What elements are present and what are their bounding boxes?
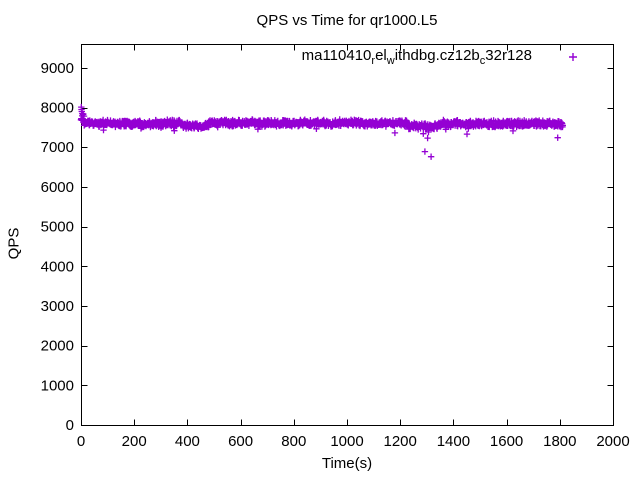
legend-subscript: c [479, 55, 486, 67]
x-tick-label: 1400 [437, 433, 470, 450]
x-tick-label: 2000 [596, 433, 629, 450]
legend-marker-plus-icon [569, 53, 577, 61]
legend-label: ma110410relwithdbg.cz12bc32r128 [301, 47, 532, 67]
x-tick-label: 0 [77, 433, 85, 450]
x-axis-label: Time(s) [321, 455, 373, 472]
x-tick-label: 600 [228, 433, 253, 450]
y-tick-label: 3000 [41, 298, 74, 315]
x-tick-label: 400 [175, 433, 200, 450]
plot-border [81, 44, 614, 426]
legend-subscript: w [386, 55, 395, 67]
x-tick-label: 1000 [330, 433, 363, 450]
y-tick-label: 8000 [41, 100, 74, 117]
x-tick-label: 1800 [543, 433, 576, 450]
plus-marker-glyph [569, 53, 577, 61]
legend-subscript: r [371, 55, 376, 67]
y-tick-label: 0 [66, 417, 74, 434]
y-tick-label: 4000 [41, 258, 74, 275]
x-tick-label: 200 [122, 433, 147, 450]
y-tick-label: 9000 [41, 60, 74, 77]
y-tick-label: 5000 [41, 219, 74, 236]
y-tick-label: 2000 [41, 338, 74, 355]
axis-ticks [81, 44, 614, 426]
chart-title: QPS vs Time for qr1000.L5 [256, 12, 438, 29]
x-tick-label: 1600 [490, 433, 523, 450]
y-tick-label: 7000 [41, 139, 74, 156]
scatter-points [77, 103, 566, 160]
y-tick-label: 6000 [41, 179, 74, 196]
y-tick-label: 1000 [41, 377, 74, 394]
x-tick-label: 1200 [384, 433, 417, 450]
legend: ma110410relwithdbg.cz12bc32r128 [81, 46, 532, 67]
y-axis-label: QPS [5, 227, 23, 260]
x-tick-label: 800 [281, 433, 306, 450]
